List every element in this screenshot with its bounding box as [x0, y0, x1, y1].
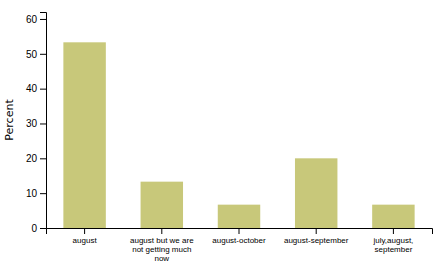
- y-tick-label: 30: [26, 118, 38, 129]
- y-axis-title: Percent: [3, 99, 16, 141]
- bar: [372, 205, 414, 228]
- x-tick: august-october: [212, 228, 266, 245]
- x-axis: august august but we arenot getting muchn…: [47, 228, 433, 263]
- x-tick-mark: [316, 228, 317, 234]
- chart-container: 0 10 20 30 40 50 60 august august but we arenot …: [0, 0, 442, 276]
- bar: [141, 182, 183, 228]
- y-tick-label: 50: [26, 49, 38, 60]
- y-tick: 30: [26, 118, 46, 129]
- x-tick: august but we arenot getting muchnow: [130, 228, 194, 263]
- y-tick-mark: [40, 19, 46, 20]
- x-tick-label: august-september: [284, 236, 349, 245]
- bar: [295, 158, 337, 228]
- x-tick-mark: [161, 228, 162, 234]
- x-tick-label-line: august-september: [284, 236, 349, 245]
- x-tick-mark: [239, 228, 240, 234]
- y-tick-mark: [40, 228, 46, 229]
- bar: [63, 42, 105, 228]
- y-tick: 0: [31, 223, 46, 234]
- y-tick: 60: [26, 14, 46, 25]
- x-tick-label: july,august,september: [372, 236, 413, 254]
- y-tick-mark: [40, 54, 46, 55]
- x-tick: august: [73, 228, 98, 245]
- y-tick-label: 60: [26, 14, 38, 25]
- y-tick: 40: [26, 83, 46, 94]
- y-tick-label: 20: [26, 153, 38, 164]
- y-tick-mark: [40, 193, 46, 194]
- y-tick-mark: [40, 89, 46, 90]
- y-tick-label: 0: [31, 223, 37, 234]
- x-tick-label: august: [73, 236, 98, 245]
- y-tick-mark: [40, 123, 46, 124]
- x-tick-label-line: august: [73, 236, 98, 245]
- y-tick: 10: [26, 188, 46, 199]
- y-tick: 20: [26, 153, 46, 164]
- x-tick: july,august,september: [372, 228, 413, 254]
- y-tick: 50: [26, 49, 46, 60]
- x-tick-mark: [393, 228, 394, 234]
- x-tick: august-september: [284, 228, 349, 245]
- x-tick-mark: [84, 228, 85, 234]
- x-tick-label-line: september: [375, 245, 413, 254]
- x-tick-label: august-october: [212, 236, 266, 245]
- chart-svg: 0 10 20 30 40 50 60 august august but we arenot …: [0, 0, 442, 276]
- x-tick-label-line: now: [154, 254, 169, 263]
- x-tick-label-line: august but we are: [130, 236, 194, 245]
- x-tick-label-line: not getting much: [132, 245, 191, 254]
- x-axis-line: [47, 229, 433, 235]
- y-tick-label: 10: [26, 188, 38, 199]
- bar: [218, 205, 260, 228]
- plot: 0 10 20 30 40 50 60 august august but we arenot …: [26, 13, 433, 264]
- y-axis-line: [40, 13, 47, 229]
- y-tick-mark: [40, 158, 46, 159]
- bars: [63, 42, 414, 228]
- y-tick-label: 40: [26, 83, 38, 94]
- x-tick-label-line: july,august,: [372, 236, 413, 245]
- x-tick-label-line: august-october: [212, 236, 266, 245]
- y-axis: 0 10 20 30 40 50 60: [26, 13, 47, 234]
- x-tick-label: august but we arenot getting muchnow: [130, 236, 194, 263]
